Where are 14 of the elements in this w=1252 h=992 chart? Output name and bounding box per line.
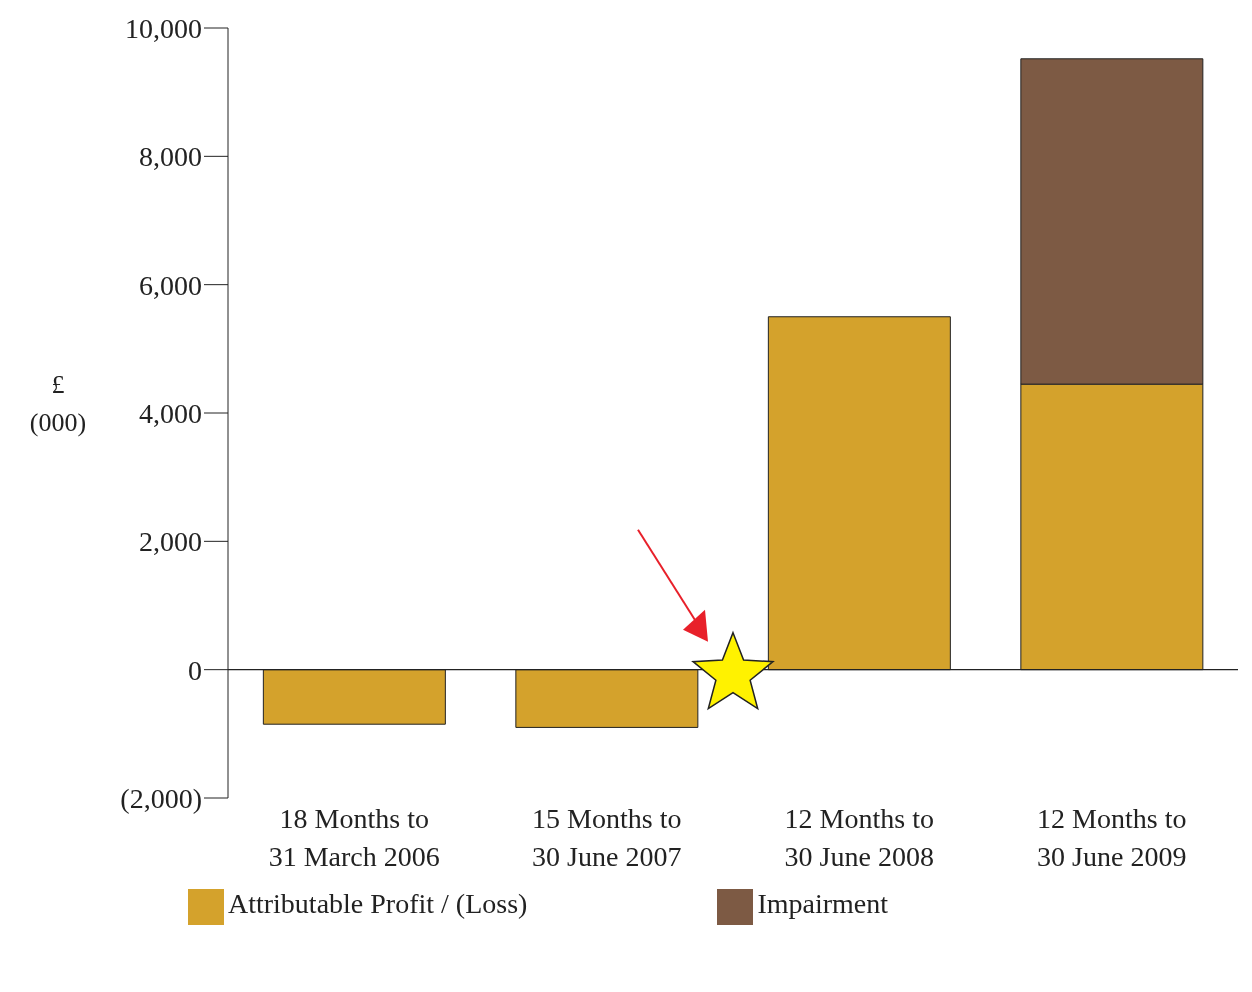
x-tick-label: 18 Months to 31 March 2006 [268, 803, 440, 872]
y-tick-label: 0 [188, 654, 202, 686]
x-tick-label: 12 Months to 30 June 2008 [784, 803, 934, 872]
y-tick-label: 8,000 [139, 141, 202, 173]
legend-label: Impairment [757, 888, 889, 919]
y-tick-label: 2,000 [139, 526, 202, 558]
legend-label: Attributable Profit / (Loss) [227, 888, 528, 919]
y-axis-title: £ (000) [29, 370, 87, 437]
x-tick-label: 12 Months to 30 June 2009 [1037, 803, 1187, 872]
y-tick-label: 4,000 [139, 397, 202, 429]
y-tick-label: (2,000) [120, 782, 202, 814]
x-tick-label: 15 Months to 30 June 2007 [532, 803, 682, 872]
y-tick-label: 10,000 [125, 12, 202, 44]
y-tick-label: 6,000 [139, 269, 202, 301]
